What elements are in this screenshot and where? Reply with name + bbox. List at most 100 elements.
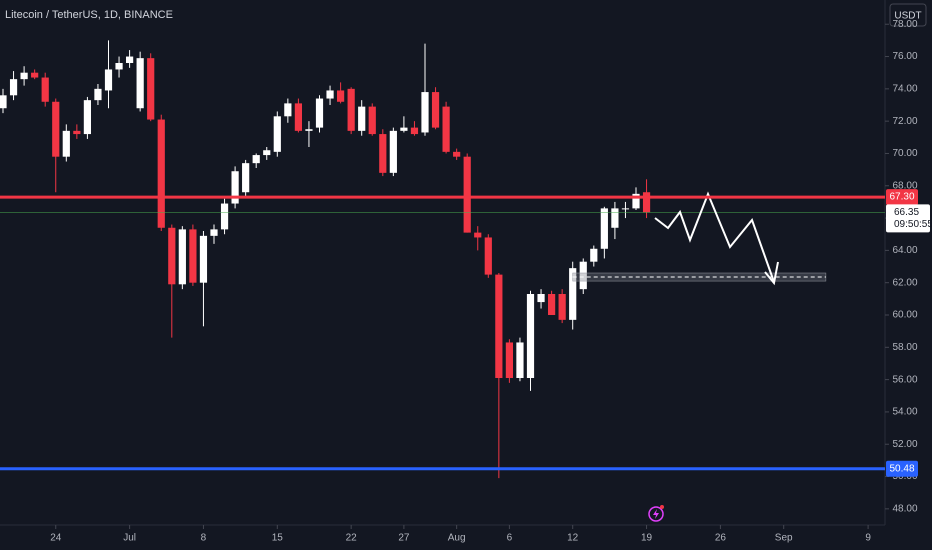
candle-body [178,229,186,285]
candle-body [263,150,271,156]
candle-body [463,156,471,233]
candle-body [294,103,302,131]
countdown-label: 09:50:55 [894,219,932,230]
candle-body [126,56,134,63]
candle-body [548,294,556,315]
candle-body [284,103,292,117]
candle-body [273,116,281,152]
x-tick-label: Jul [123,533,136,544]
candle-body [421,92,429,133]
x-tick-label: Sep [775,533,793,544]
x-tick-label: 22 [346,533,358,544]
candle-body [210,229,218,236]
candles [0,40,651,479]
candle-body [516,342,524,378]
candle-body [611,208,619,228]
chart-title: Litecoin / TetherUS, 1D, BINANCE [5,9,173,21]
candle-body [220,203,229,230]
y-tick-label: 76.00 [892,51,917,62]
candle-body [537,294,545,303]
candle-body [484,237,492,275]
y-tick-label: 72.00 [892,116,917,127]
y-tick-label: 64.00 [892,245,917,256]
candle-body [558,294,566,320]
last-price-box [886,204,930,233]
candle-body [73,130,81,135]
x-tick-label: 15 [272,533,284,544]
alert-icon-bolt[interactable] [653,509,659,519]
candle-body [453,151,461,157]
candle-body [62,130,70,157]
candle-body [31,72,39,78]
y-tick-label: 54.00 [892,407,917,418]
candle-body [579,261,587,290]
x-tick-label: 6 [507,533,513,544]
candle-body [41,77,49,102]
candle-body [600,208,608,249]
candle-body [315,98,324,128]
candle-body [104,69,113,91]
candle-body [505,342,513,378]
overlay [0,212,885,282]
candle-body [389,130,397,173]
candle-body [9,79,18,96]
candle-body [621,208,630,210]
candle-body [231,171,239,204]
candle-body [147,58,155,120]
candle-body [242,163,250,193]
candle-body [410,127,419,135]
candle-body [0,95,7,109]
x-tick-label: 26 [715,533,727,544]
level-label-box [886,189,918,206]
alert-icon[interactable] [648,505,664,522]
y-tick-label: 56.00 [892,374,917,385]
candle-body [252,155,260,164]
x-tick-label: 24 [50,533,62,544]
x-tick-label: Aug [448,533,466,544]
y-tick-label: 58.00 [892,342,917,353]
last-price-label: 66.35 [894,207,919,218]
level-label: 50.48 [889,463,914,474]
candle-body [52,101,60,157]
x-tick-label: 19 [641,533,653,544]
candle-body [495,274,503,378]
candle-body [94,88,102,101]
x-tick-label: 12 [567,533,579,544]
level-label-box [886,460,918,477]
candle-body [168,227,176,285]
candle-body [347,88,355,131]
candle-body [474,232,482,238]
candle-body [632,193,640,209]
candle-body [442,106,450,152]
candle-body [199,235,208,283]
candle-body [189,229,197,283]
x-tick-label: 8 [201,533,207,544]
candle-body [569,268,577,320]
candle-body [157,119,165,228]
y-tick-label: 52.00 [892,439,917,450]
candle-body [358,106,366,131]
currency-box[interactable] [889,3,927,27]
y-tick-label: 48.00 [892,503,917,514]
projection-path [654,191,775,283]
candle-body [337,90,345,102]
alert-icon-ring[interactable] [648,506,664,522]
candle-body [379,134,387,173]
y-tick-label: 60.00 [892,310,917,321]
x-tick-label: 9 [865,533,871,544]
level-label: 67.30 [889,192,914,203]
candle-body [526,294,535,378]
alert-icon-dot[interactable] [660,505,664,509]
candle-body [400,127,408,131]
candle-body [642,192,651,213]
currency-label[interactable]: USDT [894,11,921,22]
projection-arrowhead [764,261,779,286]
candle-body [590,248,598,262]
candle-body [305,129,313,131]
y-tick-label: 68.00 [892,180,917,191]
candle-body [326,90,334,99]
y-tick-label: 70.00 [892,148,917,159]
candle-body [20,72,28,80]
